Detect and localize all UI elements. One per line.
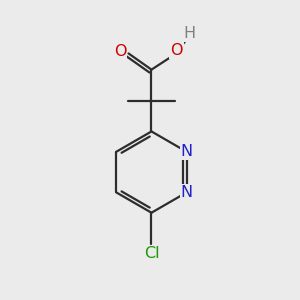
- Text: O: O: [170, 43, 183, 58]
- Text: N: N: [181, 185, 193, 200]
- Text: Cl: Cl: [144, 246, 159, 261]
- Text: N: N: [181, 144, 193, 159]
- Text: O: O: [114, 44, 127, 59]
- Text: H: H: [184, 26, 196, 41]
